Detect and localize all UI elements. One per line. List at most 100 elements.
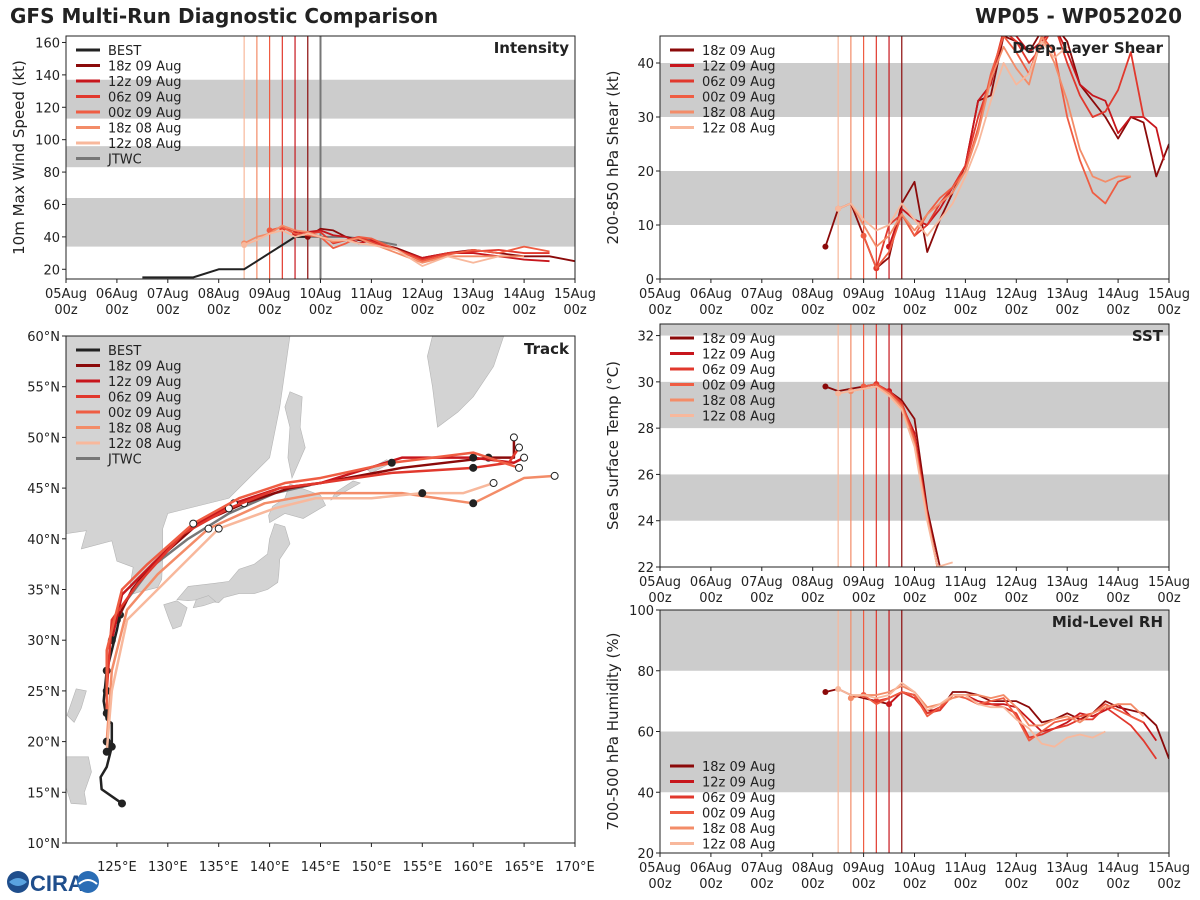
- shear-x-tick-label: 00z: [1056, 303, 1080, 318]
- sst-y-tick-label: 30: [637, 376, 654, 391]
- rh-legend-label: 18z 08 Aug: [702, 822, 776, 837]
- sst-y-tick-label: 22: [637, 561, 654, 576]
- intensity-series-line: [243, 229, 499, 267]
- intensity-x-tick-label: 13Aug: [452, 287, 494, 302]
- intensity-x-tick-label: 12Aug: [401, 287, 443, 302]
- storm-id-title: WP05 - WP052020: [975, 4, 1182, 28]
- rh-x-tick-label: 13Aug: [1046, 861, 1088, 876]
- shear-y-tick-label: 20: [637, 165, 654, 180]
- track-legend-label: 18z 09 Aug: [108, 360, 182, 375]
- land-mass: [427, 336, 505, 428]
- shear-x-tick-label: 09Aug: [843, 287, 885, 302]
- shear-x-tick-label: 00z: [750, 303, 774, 318]
- sst-x-tick-label: 00z: [1056, 591, 1080, 606]
- rh-x-tick-label: 00z: [903, 877, 927, 892]
- track-legend-label: 12z 08 Aug: [108, 437, 182, 452]
- shear-x-tick-label: 00z: [1106, 303, 1130, 318]
- track-point: [509, 433, 518, 442]
- rh-x-tick-label: 00z: [852, 877, 876, 892]
- shear-x-tick-label: 00z: [1005, 303, 1029, 318]
- intensity-x-tick-label: 00z: [309, 303, 333, 318]
- shear-y-tick-label: 40: [637, 57, 654, 72]
- shear-series-line: [837, 36, 1131, 248]
- page-title: GFS Multi-Run Diagnostic Comparison: [10, 4, 439, 28]
- shear-legend-label: 12z 08 Aug: [702, 122, 776, 137]
- intensity-series-line: [142, 235, 308, 279]
- rh-x-tick-label: 00z: [1005, 877, 1029, 892]
- shear-series-line: [888, 36, 1165, 247]
- shear-x-tick-label: 12Aug: [995, 287, 1037, 302]
- rh-series-line: [837, 682, 1106, 748]
- track-point: [387, 458, 396, 467]
- sst-x-tick-label: 00z: [954, 591, 978, 606]
- rh-y-tick-label: 20: [637, 847, 654, 862]
- shear-x-tick-label: 00z: [954, 303, 978, 318]
- track-point: [515, 463, 524, 472]
- rh-y-label: 700-500 hPa Humidity (%): [604, 632, 622, 830]
- shear-y-tick-label: 30: [637, 111, 654, 126]
- panel-rh: 2040608010005Aug00z06Aug00z07Aug00z08Aug…: [604, 604, 1190, 892]
- track-y-tick-label: 15°N: [27, 786, 60, 801]
- shear-band: [660, 171, 1169, 225]
- rh-legend-label: 18z 09 Aug: [702, 760, 776, 775]
- track-point: [550, 471, 559, 480]
- sst-legend-label: 06z 09 Aug: [702, 363, 776, 378]
- rh-series-point: [822, 689, 829, 696]
- intensity-x-tick-label: 14Aug: [503, 287, 545, 302]
- rh-legend-label: 06z 09 Aug: [702, 791, 776, 806]
- intensity-x-tick-label: 00z: [207, 303, 231, 318]
- intensity-x-tick-label: 08Aug: [198, 287, 240, 302]
- rh-legend-label: 12z 08 Aug: [702, 838, 776, 853]
- rh-x-tick-label: 11Aug: [944, 861, 986, 876]
- intensity-legend-label: 00z 09 Aug: [108, 106, 182, 121]
- intensity-series-point: [241, 241, 248, 248]
- rh-legend-label: 00z 09 Aug: [702, 807, 776, 822]
- intensity-legend-label: 06z 09 Aug: [108, 91, 182, 106]
- intensity-x-tick-label: 00z: [360, 303, 384, 318]
- intensity-legend-label: 12z 08 Aug: [108, 137, 182, 152]
- sst-legend-label: 18z 09 Aug: [702, 332, 776, 347]
- track-legend-label: 12z 09 Aug: [108, 375, 182, 390]
- track-point: [117, 799, 126, 808]
- rh-x-tick-label: 14Aug: [1097, 861, 1139, 876]
- shear-x-tick-label: 10Aug: [894, 287, 936, 302]
- rh-series-line: [863, 691, 1144, 742]
- track-x-tick-label: 135°E: [199, 860, 239, 875]
- rh-band: [660, 731, 1169, 793]
- shear-legend-label: 18z 08 Aug: [702, 106, 776, 121]
- intensity-x-tick-label: 05Aug: [45, 287, 87, 302]
- sst-series-line: [837, 385, 953, 567]
- sst-x-tick-label: 00z: [1005, 591, 1029, 606]
- intensity-legend-label: 18z 09 Aug: [108, 60, 182, 75]
- rh-x-tick-label: 00z: [699, 877, 723, 892]
- rh-legend-label: 12z 09 Aug: [702, 776, 776, 791]
- cira-logo: CIRA: [4, 866, 104, 898]
- track-line: [105, 481, 494, 752]
- shear-x-tick-label: 00z: [852, 303, 876, 318]
- sst-x-tick-label: 00z: [852, 591, 876, 606]
- track-point: [204, 524, 213, 533]
- sst-plot-area: [660, 324, 1169, 567]
- track-legend-label: 18z 08 Aug: [108, 422, 182, 437]
- intensity-y-tick-label: 20: [43, 263, 60, 278]
- shear-y-tick-label: 0: [646, 273, 654, 288]
- rh-x-tick-label: 00z: [801, 877, 825, 892]
- sst-x-tick-label: 07Aug: [741, 575, 783, 590]
- sst-x-tick-label: 00z: [648, 591, 672, 606]
- shear-x-tick-label: 06Aug: [690, 287, 732, 302]
- shear-legend-label: 00z 09 Aug: [702, 91, 776, 106]
- land-mass: [66, 688, 87, 723]
- intensity-x-tick-label: 00z: [462, 303, 486, 318]
- intensity-x-tick-label: 00z: [156, 303, 180, 318]
- sst-x-tick-label: 06Aug: [690, 575, 732, 590]
- shear-x-tick-label: 05Aug: [639, 287, 681, 302]
- sst-x-tick-label: 00z: [1106, 591, 1130, 606]
- rh-x-tick-label: 12Aug: [995, 861, 1037, 876]
- shear-series-point: [835, 205, 842, 212]
- rh-plot-area: [660, 610, 1169, 853]
- track-line: [105, 446, 521, 691]
- track-line: [105, 474, 555, 742]
- sst-x-tick-label: 09Aug: [843, 575, 885, 590]
- rh-x-tick-label: 15Aug: [1148, 861, 1190, 876]
